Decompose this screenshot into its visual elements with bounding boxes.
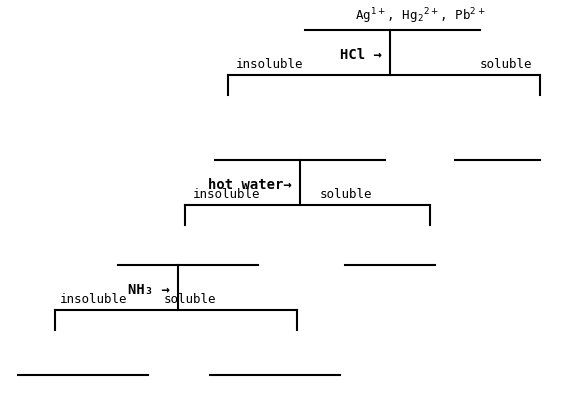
Text: soluble: soluble — [164, 293, 217, 306]
Text: NH₃ →: NH₃ → — [128, 283, 170, 297]
Text: soluble: soluble — [320, 188, 372, 201]
Text: hot water→: hot water→ — [208, 178, 292, 192]
Text: soluble: soluble — [480, 58, 532, 71]
Text: insoluble: insoluble — [236, 58, 303, 71]
Text: insoluble: insoluble — [60, 293, 127, 306]
Text: insoluble: insoluble — [193, 188, 261, 201]
Text: Ag$^{1+}$, Hg$_2$$^{2+}$, Pb$^{2+}$: Ag$^{1+}$, Hg$_2$$^{2+}$, Pb$^{2+}$ — [354, 6, 485, 26]
Text: HCl →: HCl → — [340, 48, 382, 62]
